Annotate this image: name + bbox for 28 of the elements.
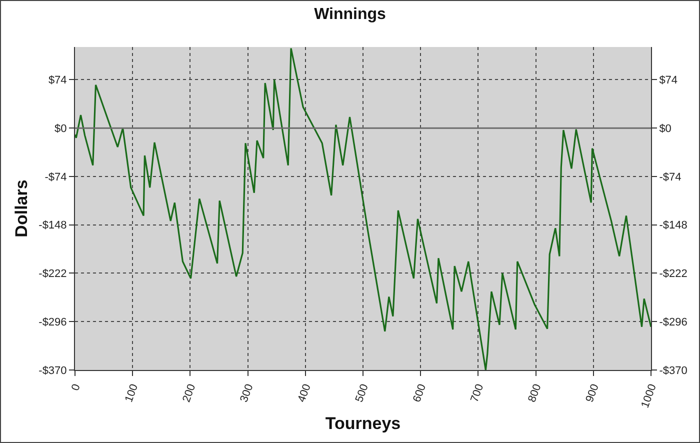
y-axis-title: Dollars [12,180,32,238]
y-tick-label: $0 [54,122,67,135]
y-tick-label: -$148 [38,220,67,232]
y-tick-label: -$370 [38,364,67,377]
x-tick-label: 800 [526,382,544,404]
x-tick-label: 1000 [639,382,659,410]
chart-title: Winnings [314,6,386,23]
y2-tick-label: $0 [659,122,672,135]
y2-tick-label: -$222 [659,268,688,280]
x-tick-label: 500 [353,382,371,404]
y2-tick-label: -$148 [659,220,688,232]
y2-tick-label: -$296 [659,316,688,328]
x-tick-label: 600 [411,382,429,404]
x-axis-title: Tourneys [325,414,401,434]
x-tick-label: 0 [70,382,83,392]
y-tick-label: $74 [48,74,67,87]
x-tick-label: 900 [584,382,602,404]
y-tick-label: -$222 [38,268,67,280]
y-tick-label: -$74 [44,171,67,184]
y2-tick-label: -$74 [659,171,682,184]
x-tick-label: 300 [238,382,256,404]
y-tick-label: -$296 [38,316,67,328]
x-tick-label: 200 [180,382,198,404]
y2-tick-label: -$370 [659,364,688,377]
x-tick-label: 400 [296,382,314,404]
x-tick-label: 100 [123,382,141,404]
x-tick-label: 700 [468,382,486,404]
y2-tick-label: $74 [659,74,678,87]
